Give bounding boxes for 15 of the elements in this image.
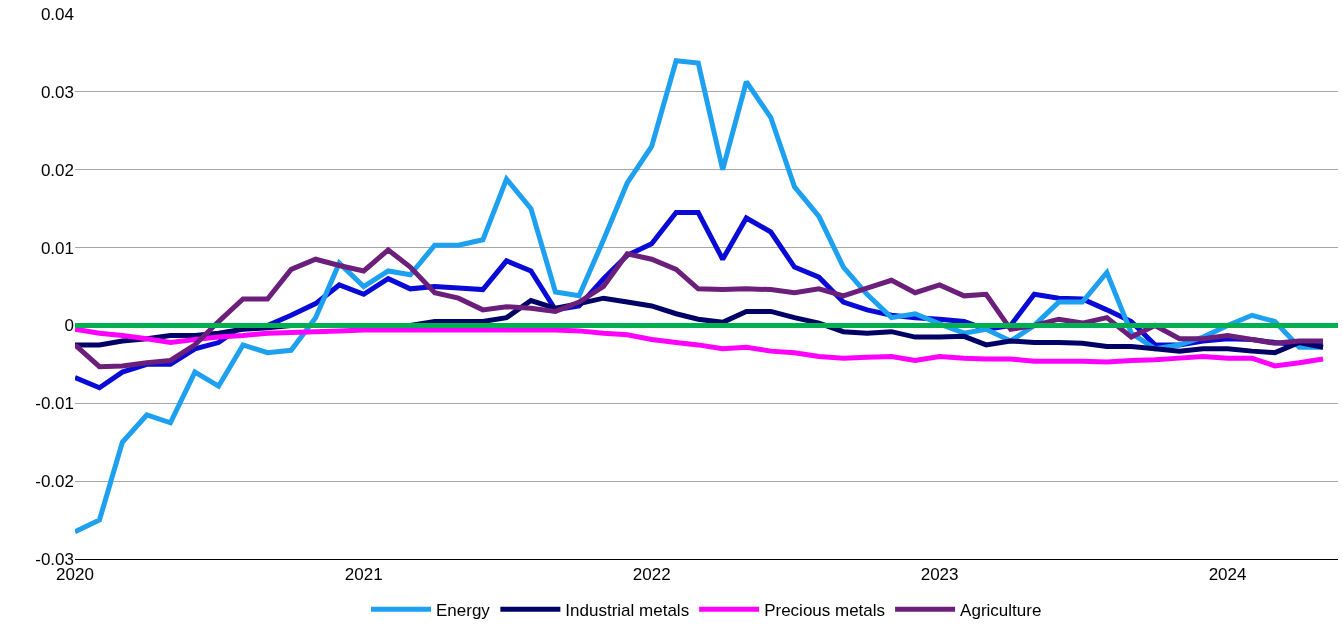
y-tick-label: 0.02: [40, 160, 74, 180]
y-tick-label: 0.04: [40, 4, 74, 24]
y-tick-label: -0.01: [35, 394, 74, 414]
y-tick-label: -0.02: [35, 472, 74, 492]
x-tick-label: 2021: [344, 565, 383, 585]
y-tick-label: 0: [64, 316, 74, 336]
legend-label: Energy: [436, 600, 491, 620]
y-tick-label: 0.01: [40, 238, 74, 258]
y-tick-label: 0.03: [40, 82, 74, 102]
x-tick-label: 2022: [632, 565, 671, 585]
x-tick-label: 2024: [1208, 565, 1247, 585]
legend-label: Precious metals: [764, 600, 886, 620]
legend-label: Industrial metals: [565, 600, 690, 620]
legend-label: Agriculture: [960, 600, 1042, 620]
x-tick-label: 2023: [920, 565, 959, 585]
